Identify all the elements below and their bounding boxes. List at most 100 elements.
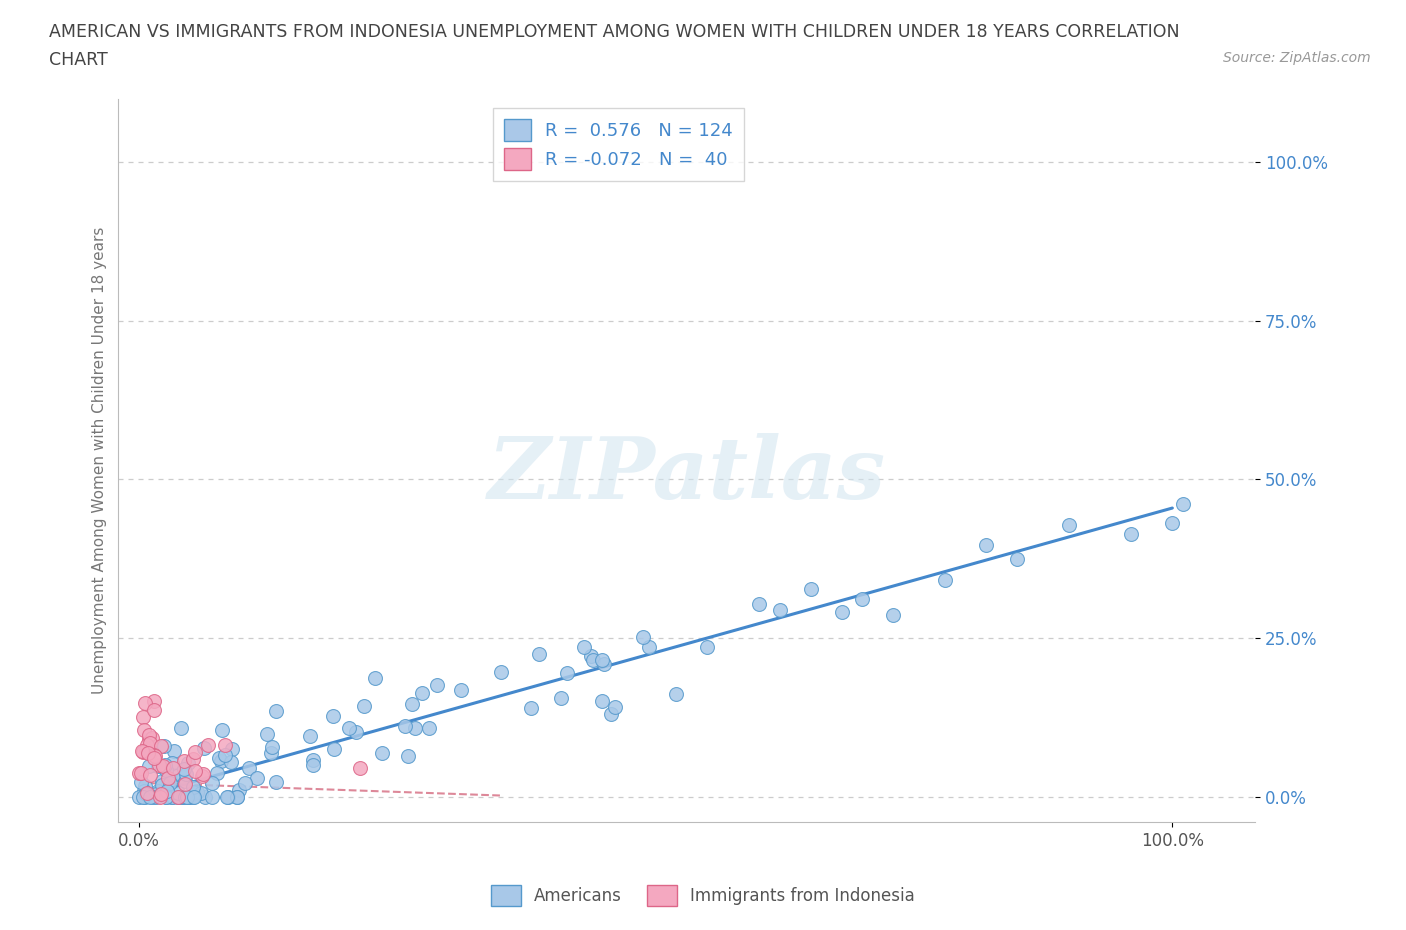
- Point: [1007, 551, 1029, 566]
- Point: [162, 767, 184, 782]
- Point: [162, 761, 184, 776]
- Point: [260, 745, 283, 760]
- Point: [174, 777, 197, 791]
- Point: [181, 751, 204, 766]
- Point: [134, 778, 156, 793]
- Point: [262, 740, 284, 755]
- Text: AMERICAN VS IMMIGRANTS FROM INDONESIA UNEMPLOYMENT AMONG WOMEN WITH CHILDREN UND: AMERICAN VS IMMIGRANTS FROM INDONESIA UN…: [49, 23, 1180, 41]
- Point: [155, 790, 177, 804]
- Point: [194, 790, 217, 804]
- Point: [225, 790, 247, 804]
- Point: [591, 653, 613, 668]
- Point: [238, 760, 260, 775]
- Point: [215, 790, 238, 804]
- Point: [302, 752, 325, 767]
- Point: [934, 572, 956, 587]
- Point: [201, 790, 224, 804]
- Point: [882, 607, 904, 622]
- Point: [183, 764, 205, 778]
- Legend: R =  0.576   N = 124, R = -0.072   N =  40: R = 0.576 N = 124, R = -0.072 N = 40: [494, 108, 744, 180]
- Point: [264, 704, 287, 719]
- Point: [233, 776, 256, 790]
- Point: [186, 784, 208, 799]
- Point: [404, 721, 426, 736]
- Point: [179, 790, 201, 804]
- Point: [176, 790, 198, 804]
- Point: [425, 677, 447, 692]
- Point: [246, 771, 269, 786]
- Point: [132, 790, 155, 804]
- Point: [132, 710, 155, 724]
- Point: [256, 726, 278, 741]
- Point: [139, 746, 162, 761]
- Point: [208, 751, 231, 765]
- Point: [173, 790, 195, 804]
- Point: [156, 784, 179, 799]
- Text: Source: ZipAtlas.com: Source: ZipAtlas.com: [1223, 51, 1371, 65]
- Point: [174, 790, 197, 804]
- Point: [214, 737, 236, 752]
- Point: [169, 790, 191, 804]
- Point: [179, 790, 201, 804]
- Point: [214, 748, 236, 763]
- Point: [450, 683, 472, 698]
- Point: [665, 686, 688, 701]
- Point: [353, 698, 375, 713]
- Point: [221, 741, 243, 756]
- Point: [134, 696, 156, 711]
- Point: [152, 759, 174, 774]
- Point: [800, 581, 823, 596]
- Point: [396, 749, 419, 764]
- Point: [572, 639, 595, 654]
- Y-axis label: Unemployment Among Women with Children Under 18 years: Unemployment Among Women with Children U…: [93, 227, 107, 694]
- Point: [183, 790, 205, 804]
- Text: CHART: CHART: [49, 51, 108, 69]
- Point: [145, 790, 167, 804]
- Point: [209, 754, 232, 769]
- Point: [134, 790, 156, 804]
- Point: [322, 741, 344, 756]
- Point: [401, 697, 423, 711]
- Point: [173, 773, 195, 788]
- Point: [155, 763, 177, 777]
- Point: [172, 790, 194, 804]
- Point: [191, 769, 214, 784]
- Point: [157, 770, 180, 785]
- Point: [411, 685, 433, 700]
- Point: [139, 767, 162, 782]
- Point: [550, 690, 572, 705]
- Point: [299, 729, 322, 744]
- Point: [138, 732, 160, 747]
- Point: [153, 758, 176, 773]
- Point: [190, 786, 212, 801]
- Point: [170, 721, 193, 736]
- Point: [394, 718, 416, 733]
- Point: [264, 775, 287, 790]
- Point: [167, 790, 190, 804]
- Point: [181, 790, 204, 804]
- Point: [166, 790, 188, 804]
- Point: [145, 787, 167, 802]
- Point: [184, 786, 207, 801]
- Point: [132, 745, 155, 760]
- Point: [159, 790, 181, 804]
- Point: [143, 694, 166, 709]
- Point: [193, 740, 215, 755]
- Point: [205, 765, 228, 780]
- Point: [184, 745, 207, 760]
- Point: [146, 783, 169, 798]
- Point: [135, 787, 157, 802]
- Point: [172, 770, 194, 785]
- Legend: Americans, Immigrants from Indonesia: Americans, Immigrants from Indonesia: [484, 879, 922, 912]
- Point: [219, 754, 242, 769]
- Point: [128, 765, 150, 780]
- Point: [150, 773, 173, 788]
- Point: [370, 745, 392, 760]
- Point: [631, 630, 654, 644]
- Point: [344, 724, 367, 739]
- Point: [139, 790, 162, 804]
- Point: [138, 758, 160, 773]
- Point: [337, 720, 360, 735]
- Point: [201, 776, 224, 790]
- Point: [135, 737, 157, 752]
